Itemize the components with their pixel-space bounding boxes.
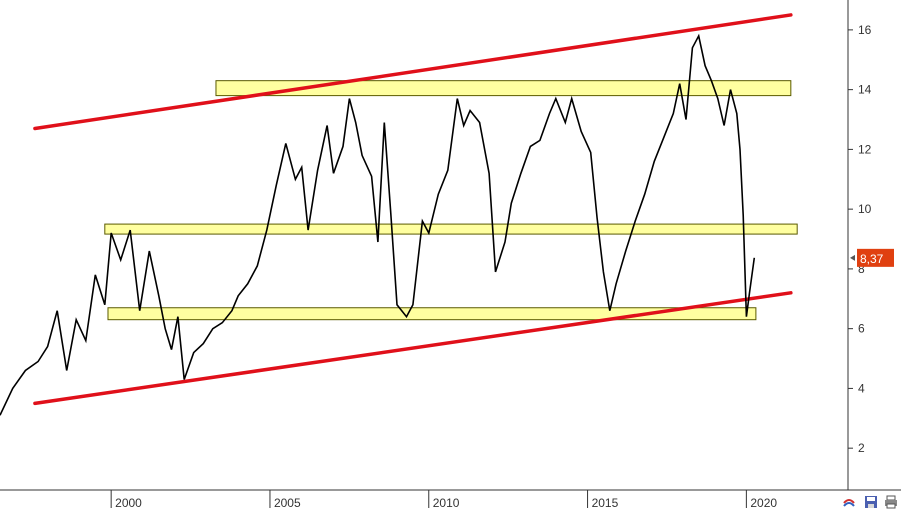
x-tick-label: 2020 [750,496,777,510]
y-tick-label: 14 [858,83,872,97]
price-pointer-icon [850,254,855,261]
y-tick-label: 10 [858,202,872,216]
last-price-label: 8,37 [860,252,884,266]
support-resistance-band-3 [107,307,757,321]
support-resistance-band-2 [104,223,798,235]
x-tick-label: 2010 [433,496,460,510]
y-tick-label: 2 [858,441,865,455]
last-price-badge [857,248,894,267]
trendline-upper [33,13,793,131]
y-tick-label: 8 [858,262,865,276]
support-resistance-band-1 [215,80,792,97]
y-tick-label: 12 [858,142,872,156]
print-icon[interactable] [884,495,898,509]
y-tick-label: 4 [858,381,865,395]
x-tick-label: 2000 [115,496,142,510]
price-series-line [0,33,756,416]
save-icon[interactable] [864,495,878,509]
chart-style-icon[interactable] [842,495,856,509]
y-tick-label: 16 [858,23,872,37]
trendline-lower [33,291,793,406]
x-tick-label: 2005 [274,496,301,510]
y-tick-label: 6 [858,322,865,336]
x-tick-label: 2015 [592,496,619,510]
